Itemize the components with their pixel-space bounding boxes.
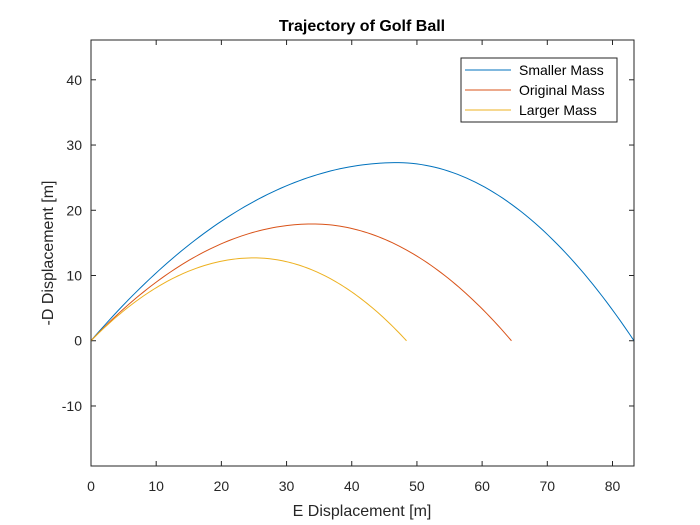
x-tick-label: 30 <box>279 478 295 494</box>
legend-label-original-mass: Original Mass <box>519 82 605 98</box>
y-tick-label: 10 <box>66 268 82 284</box>
series-line-larger-mass <box>90 257 407 342</box>
x-tick-label: 0 <box>87 478 95 494</box>
series-line-original-mass <box>90 223 512 342</box>
x-tick-label: 10 <box>148 478 164 494</box>
legend-label-smaller-mass: Smaller Mass <box>519 62 604 78</box>
y-tick-label: 0 <box>74 333 82 349</box>
x-tick-label: 50 <box>409 478 425 494</box>
x-tick-label: 40 <box>344 478 360 494</box>
y-tick-label: 40 <box>66 72 82 88</box>
legend-label-larger-mass: Larger Mass <box>519 102 597 118</box>
x-tick-label: 80 <box>605 478 621 494</box>
legend: Smaller Mass Original Mass Larger Mass <box>460 57 618 123</box>
y-tick-label: 30 <box>66 137 82 153</box>
y-tick-label: -10 <box>62 398 82 414</box>
y-axis-label: -D Displacement [m] <box>40 181 57 326</box>
ticks-group: 0 10 20 30 40 50 60 70 80 -10 0 10 20 30 40 <box>62 40 634 494</box>
x-tick-label: 70 <box>540 478 556 494</box>
x-tick-label: 20 <box>214 478 230 494</box>
chart-title: Trajectory of Golf Ball <box>279 18 445 35</box>
x-axis-label: E Displacement [m] <box>293 503 432 520</box>
y-tick-label: 20 <box>66 202 82 218</box>
series-group <box>90 162 635 342</box>
x-tick-label: 60 <box>474 478 490 494</box>
series-line-smaller-mass <box>90 162 635 342</box>
axes-box <box>90 39 635 467</box>
